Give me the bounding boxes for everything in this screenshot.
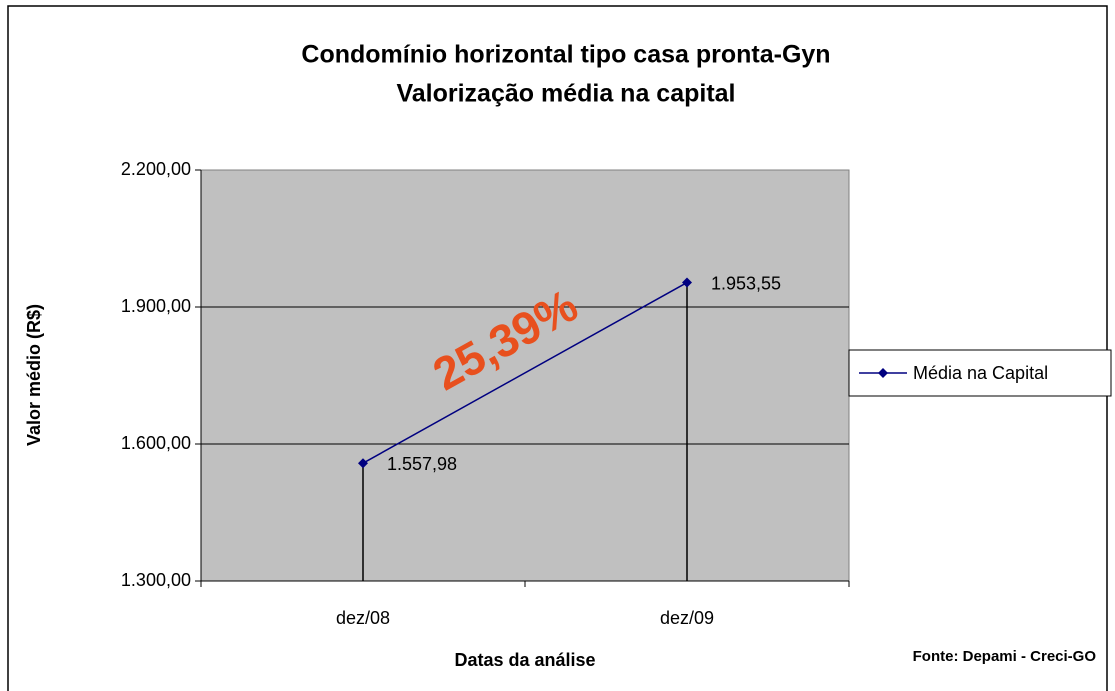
y-tick-label: 1.600,00	[121, 433, 191, 453]
legend-label: Média na Capital	[913, 363, 1048, 383]
chart-title: Condomínio horizontal tipo casa pronta-G…	[301, 41, 830, 69]
x-axis-label: Datas da análise	[454, 650, 595, 670]
chart-subtitle: Valorização média na capital	[396, 80, 735, 108]
x-tick-label: dez/09	[660, 608, 714, 628]
plot-area	[200, 169, 850, 582]
y-tick-label: 1.900,00	[121, 296, 191, 316]
x-tick-label: dez/08	[336, 608, 390, 628]
y-axis-label: Valor médio (R$)	[24, 304, 44, 446]
y-tick-label: 1.300,00	[121, 570, 191, 590]
data-point	[358, 458, 368, 469]
source-note: Fonte: Depami - Creci-GO	[913, 648, 1097, 665]
data-point	[682, 277, 692, 288]
data-label: 1.953,55	[711, 273, 781, 293]
data-label: 1.557,98	[387, 454, 457, 474]
y-tick-label: 2.200,00	[121, 159, 191, 179]
series-line	[362, 281, 688, 464]
legend-marker	[878, 368, 888, 378]
